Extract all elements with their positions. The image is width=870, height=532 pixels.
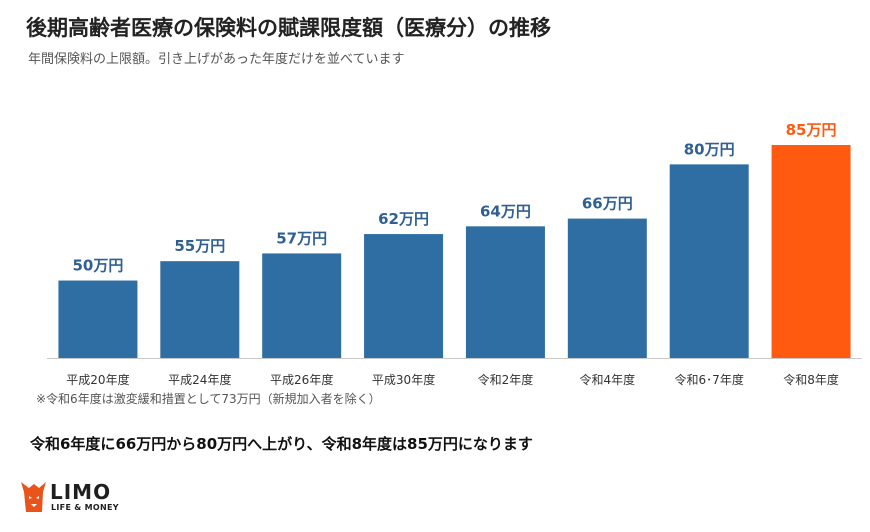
bar-0 [58,280,138,358]
category-label-7: 令和8年度 [783,372,839,387]
logo-name: LIMO [50,480,112,504]
bar-4 [465,226,545,358]
bar-3 [364,234,444,358]
category-label-2: 平成26年度 [270,372,333,387]
chart-subtitle: 年間保険料の上限額。引き上げがあった年度だけを並べています [28,52,405,67]
footnote: ※令和6年度は激変緩和措置として73万円（新規加入者を除く） [36,392,381,406]
bar-5 [567,218,647,358]
value-label-3: 62万円 [378,210,429,228]
value-label-1: 55万円 [174,237,225,255]
value-label-0: 50万円 [73,257,124,275]
fox-logo-icon [21,482,46,512]
bar-6 [669,164,749,358]
bar-2 [262,253,342,358]
category-label-1: 平成24年度 [168,372,231,387]
bar-1 [160,261,240,358]
bar-7 [771,145,851,358]
category-label-5: 令和4年度 [579,372,635,387]
value-label-4: 64万円 [480,202,531,220]
category-label-3: 平成30年度 [372,372,435,387]
value-label-6: 80万円 [684,140,735,158]
chart-title: 後期高齢者医療の保険料の賦課限度額（医療分）の推移 [26,16,551,40]
summary-text: 令和6年度に66万円から80万円へ上がり、令和8年度は85万円になります [30,435,533,453]
limo-logo: LIMO LIFE & MONEY [20,478,130,518]
value-label-7: 85万円 [786,121,837,139]
logo-tagline: LIFE & MONEY [51,503,119,512]
value-label-5: 66万円 [582,195,633,213]
category-label-4: 令和2年度 [478,372,534,387]
value-label-2: 57万円 [276,229,327,247]
category-label-6: 令和6･7年度 [675,372,744,387]
category-label-0: 平成20年度 [66,372,129,387]
